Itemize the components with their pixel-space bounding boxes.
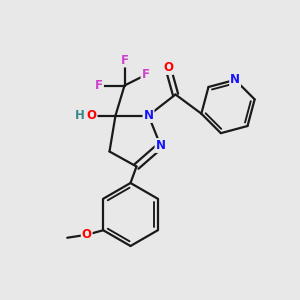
Text: F: F (121, 53, 128, 67)
Text: O: O (86, 109, 97, 122)
Text: O: O (163, 61, 173, 74)
Text: N: N (143, 109, 154, 122)
Text: N: N (155, 139, 166, 152)
Text: H: H (75, 109, 84, 122)
Text: O: O (82, 228, 92, 241)
Text: N: N (230, 73, 240, 86)
Text: F: F (142, 68, 149, 82)
Text: F: F (95, 79, 103, 92)
